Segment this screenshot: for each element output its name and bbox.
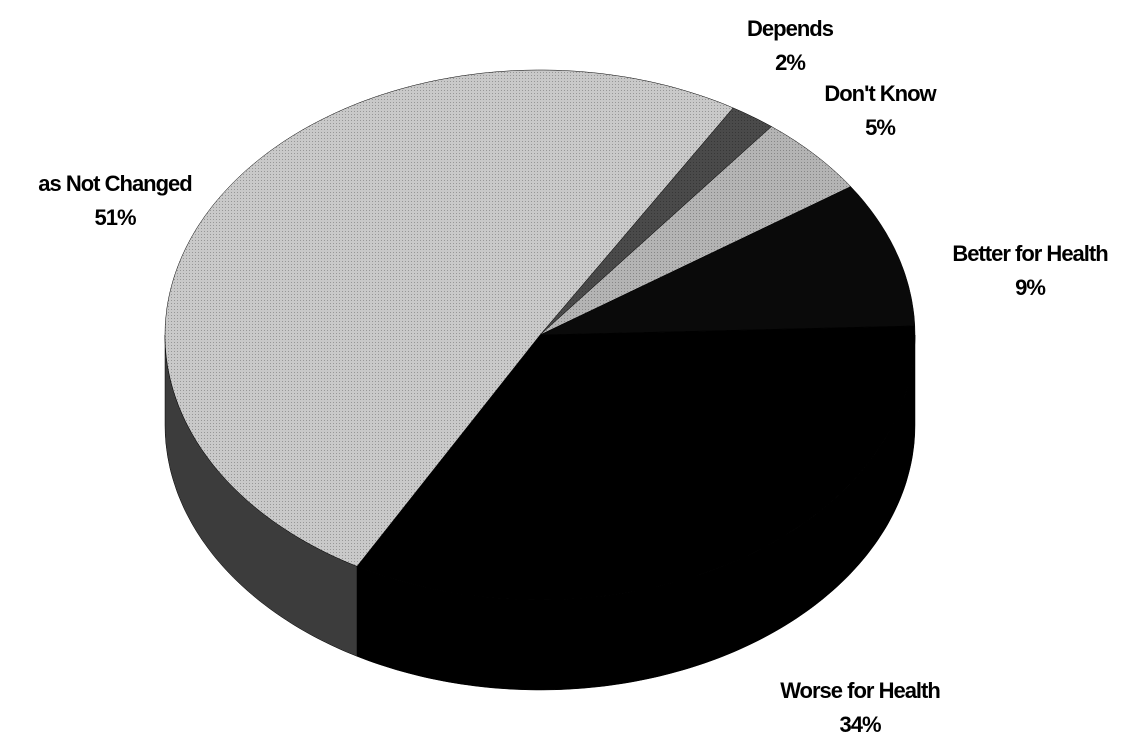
slice-label: Depends bbox=[747, 16, 834, 41]
pie-slice-texture bbox=[540, 126, 851, 335]
pie-slice bbox=[356, 325, 916, 601]
slice-value-label: 2% bbox=[775, 50, 805, 75]
slice-label: as Not Changed bbox=[38, 171, 191, 196]
slice-value-label: 5% bbox=[865, 115, 895, 140]
slice-value-label: 34% bbox=[839, 712, 880, 737]
slice-label: Don't Know bbox=[824, 81, 937, 106]
pie-slice-texture bbox=[540, 107, 772, 336]
pie-slice bbox=[539, 186, 916, 336]
slice-label: Worse for Health bbox=[780, 678, 940, 703]
pie-side-shade bbox=[165, 335, 357, 657]
slice-value-label: 51% bbox=[94, 205, 135, 230]
slice-label: Better for Health bbox=[952, 241, 1108, 266]
pie-slice-texture bbox=[165, 70, 734, 567]
pie-side-shade bbox=[357, 335, 915, 690]
slice-value-label: 9% bbox=[1015, 275, 1045, 300]
